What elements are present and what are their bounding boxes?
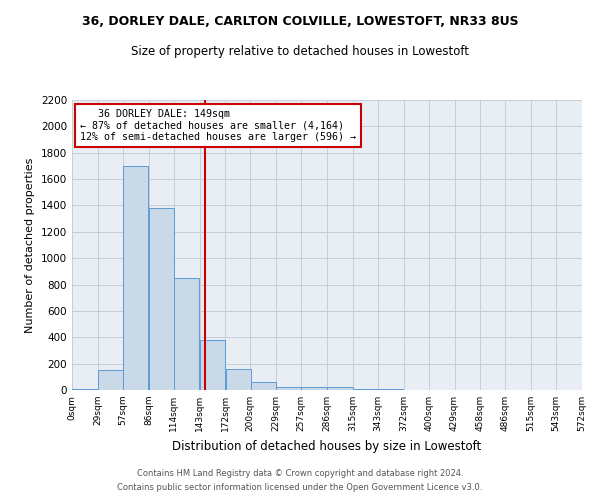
Bar [200, 340, 225, 390]
Bar [327, 386, 353, 390]
Text: Contains public sector information licensed under the Open Government Licence v3: Contains public sector information licen… [118, 484, 482, 492]
Text: Size of property relative to detached houses in Lowestoft: Size of property relative to detached ho… [131, 45, 469, 58]
Bar [123, 166, 148, 390]
Text: 36, DORLEY DALE, CARLTON COLVILLE, LOWESTOFT, NR33 8US: 36, DORLEY DALE, CARLTON COLVILLE, LOWES… [82, 15, 518, 28]
Bar [72, 388, 98, 390]
Text: 36 DORLEY DALE: 149sqm
← 87% of detached houses are smaller (4,164)
12% of semi-: 36 DORLEY DALE: 149sqm ← 87% of detached… [80, 108, 356, 142]
Y-axis label: Number of detached properties: Number of detached properties [25, 158, 35, 332]
Bar [174, 278, 199, 390]
Bar [226, 369, 251, 390]
Bar [251, 382, 276, 390]
Bar [149, 208, 175, 390]
Bar [98, 370, 124, 390]
Bar [277, 386, 302, 390]
X-axis label: Distribution of detached houses by size in Lowestoft: Distribution of detached houses by size … [172, 440, 482, 452]
Bar [301, 386, 327, 390]
Text: Contains HM Land Registry data © Crown copyright and database right 2024.: Contains HM Land Registry data © Crown c… [137, 468, 463, 477]
